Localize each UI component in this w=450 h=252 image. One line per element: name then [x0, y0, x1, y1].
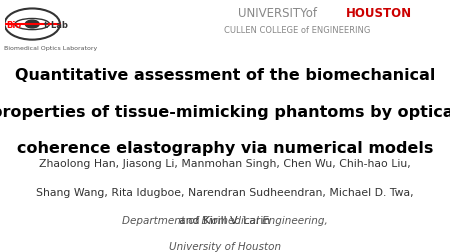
Ellipse shape	[15, 19, 50, 30]
Text: University of Houston: University of Houston	[169, 241, 281, 251]
Text: Shang Wang, Rita Idugboe, Narendran Sudheendran, Michael D. Twa,: Shang Wang, Rita Idugboe, Narendran Sudh…	[36, 187, 414, 197]
Text: Biomedical Optics Laboratory: Biomedical Optics Laboratory	[4, 46, 98, 51]
Text: HOUSTON: HOUSTON	[346, 7, 413, 20]
Text: coherence elastography via numerical models: coherence elastography via numerical mod…	[17, 141, 433, 156]
Text: properties of tissue-mimicking phantoms by optical: properties of tissue-mimicking phantoms …	[0, 104, 450, 119]
Text: Bio: Bio	[6, 20, 22, 29]
Text: Zhaolong Han, Jiasong Li, Manmohan Singh, Chen Wu, Chih-hao Liu,: Zhaolong Han, Jiasong Li, Manmohan Singh…	[39, 159, 411, 169]
Text: and Kirill V. Larin: and Kirill V. Larin	[180, 215, 270, 225]
Text: UNIVERSITYof: UNIVERSITYof	[238, 7, 321, 20]
Circle shape	[25, 21, 39, 29]
Text: t Lab: t Lab	[44, 20, 68, 29]
Text: Department of Biomedical Engineering,: Department of Biomedical Engineering,	[122, 215, 328, 225]
Text: Quantitative assessment of the biomechanical: Quantitative assessment of the biomechan…	[15, 68, 435, 82]
Text: CULLEN COLLEGE of ENGINEERING: CULLEN COLLEGE of ENGINEERING	[224, 26, 370, 35]
